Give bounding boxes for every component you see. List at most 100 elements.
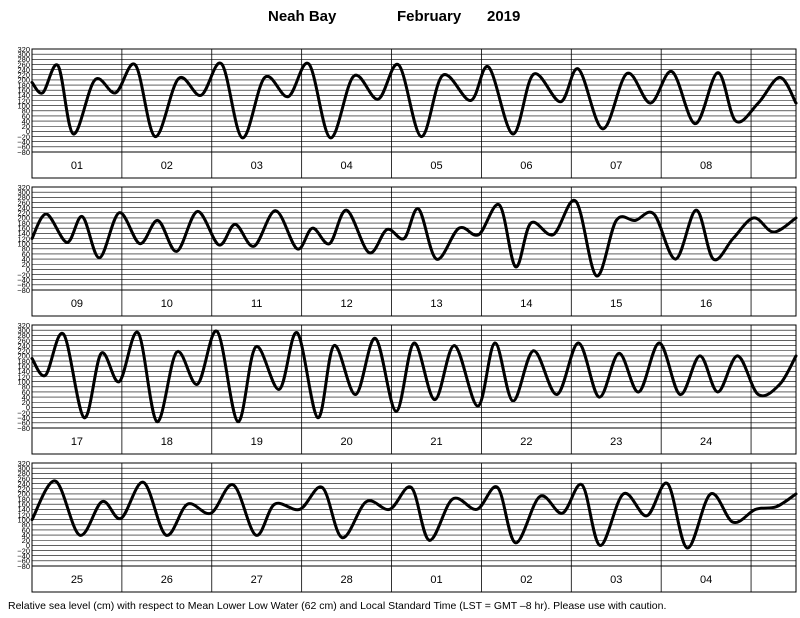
- y-tick-label: 0: [26, 403, 30, 412]
- day-label: 01: [71, 160, 83, 172]
- y-tick-label: 160: [17, 362, 30, 371]
- day-label: 15: [610, 298, 622, 310]
- day-label: 08: [700, 160, 712, 172]
- day-label: 02: [520, 574, 532, 586]
- y-tick-label: 220: [17, 485, 30, 494]
- day-label: 03: [251, 160, 263, 172]
- day-label: 14: [520, 298, 532, 310]
- y-tick-label: 300: [17, 50, 30, 59]
- day-label: 27: [251, 574, 263, 586]
- y-tick-label: 40: [22, 117, 30, 126]
- y-tick-label: 0: [26, 265, 30, 274]
- y-tick-label: −40: [17, 414, 30, 423]
- day-label: 11: [251, 298, 262, 310]
- y-tick-label: 240: [17, 479, 30, 488]
- day-label: 12: [340, 298, 352, 310]
- y-tick-label: 320: [17, 459, 30, 468]
- y-tick-label: −40: [17, 138, 30, 147]
- y-tick-label: 60: [22, 526, 30, 535]
- y-tick-label: 160: [17, 86, 30, 95]
- y-tick-label: −80: [17, 286, 30, 295]
- y-tick-label: 140: [17, 91, 30, 100]
- y-tick-label: 220: [17, 209, 30, 218]
- y-tick-label: −60: [17, 557, 30, 566]
- y-tick-label: 0: [26, 127, 30, 136]
- y-tick-label: −80: [17, 562, 30, 571]
- day-label: 04: [700, 574, 712, 586]
- y-tick-label: 140: [17, 367, 30, 376]
- y-tick-label: −60: [17, 281, 30, 290]
- y-tick-label: 280: [17, 469, 30, 478]
- y-tick-label: 280: [17, 55, 30, 64]
- y-tick-label: 260: [17, 198, 30, 207]
- y-tick-label: 100: [17, 515, 30, 524]
- tide-curve: [30, 61, 798, 140]
- y-tick-label: 320: [17, 321, 30, 330]
- y-tick-label: 60: [22, 112, 30, 121]
- y-tick-label: 60: [22, 388, 30, 397]
- y-tick-label: 40: [22, 393, 30, 402]
- y-tick-label: 320: [17, 183, 30, 192]
- y-tick-label: 200: [17, 490, 30, 499]
- y-tick-label: 180: [17, 495, 30, 504]
- tide-curve: [30, 329, 798, 424]
- y-tick-label: 20: [22, 536, 30, 545]
- y-tick-label: 100: [17, 101, 30, 110]
- day-label: 22: [520, 436, 532, 448]
- day-label: 05: [430, 160, 442, 172]
- y-tick-label: 200: [17, 214, 30, 223]
- y-tick-label: 220: [17, 71, 30, 80]
- day-label: 03: [610, 574, 622, 586]
- label-strip: [31, 427, 797, 455]
- y-tick-label: 240: [17, 203, 30, 212]
- y-tick-label: 140: [17, 229, 30, 238]
- y-tick-label: −20: [17, 270, 30, 279]
- y-tick-label: 20: [22, 122, 30, 131]
- day-label: 06: [520, 160, 532, 172]
- day-label: 16: [700, 298, 712, 310]
- y-tick-label: 240: [17, 341, 30, 350]
- label-strip: [31, 151, 797, 179]
- day-label: 17: [71, 436, 83, 448]
- tide-chart: 3203002802602402202001801601401201008060…: [17, 45, 798, 593]
- y-tick-label: −20: [17, 132, 30, 141]
- y-tick-label: 260: [17, 336, 30, 345]
- y-tick-label: 260: [17, 60, 30, 69]
- label-strip: [31, 565, 797, 593]
- y-tick-label: 60: [22, 250, 30, 259]
- day-label: 20: [340, 436, 352, 448]
- chart-title: Neah Bay February 2019: [0, 6, 800, 28]
- y-tick-label: 180: [17, 357, 30, 366]
- y-tick-label: 20: [22, 398, 30, 407]
- day-label: 09: [71, 298, 83, 310]
- y-tick-label: 300: [17, 188, 30, 197]
- y-tick-label: −60: [17, 143, 30, 152]
- day-label: 25: [71, 574, 83, 586]
- y-tick-label: 40: [22, 255, 30, 264]
- day-label: 02: [161, 160, 173, 172]
- y-tick-label: 120: [17, 234, 30, 243]
- y-tick-label: 0: [26, 541, 30, 550]
- y-tick-label: −20: [17, 408, 30, 417]
- day-label: 28: [340, 574, 352, 586]
- y-tick-label: 80: [22, 245, 30, 254]
- y-tick-label: 320: [17, 45, 30, 54]
- y-tick-label: 80: [22, 521, 30, 530]
- y-tick-label: −80: [17, 148, 30, 157]
- y-tick-label: 20: [22, 260, 30, 269]
- y-tick-label: 180: [17, 81, 30, 90]
- y-tick-label: 300: [17, 464, 30, 473]
- title-year: 2019: [487, 8, 521, 25]
- day-label: 07: [610, 160, 622, 172]
- y-tick-label: 140: [17, 505, 30, 514]
- day-label: 23: [610, 436, 622, 448]
- y-tick-label: 100: [17, 377, 30, 386]
- day-label: 18: [161, 436, 173, 448]
- tide-curve: [30, 198, 798, 278]
- y-tick-label: 160: [17, 224, 30, 233]
- y-tick-label: 260: [17, 474, 30, 483]
- y-tick-label: 220: [17, 347, 30, 356]
- day-label: 19: [251, 436, 263, 448]
- tide-curve: [30, 479, 798, 550]
- y-tick-label: 160: [17, 500, 30, 509]
